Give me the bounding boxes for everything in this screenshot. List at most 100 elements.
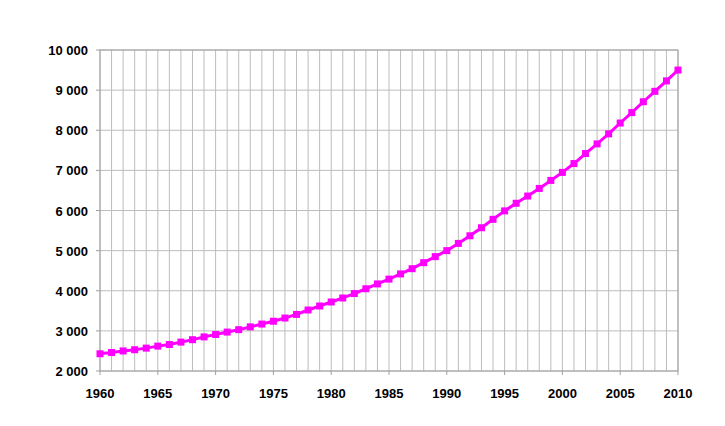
grid-line-y — [100, 250, 678, 251]
grid-line-y — [100, 330, 678, 331]
data-point — [351, 290, 358, 297]
data-point — [432, 253, 439, 260]
y-tick — [96, 210, 100, 211]
data-point — [524, 193, 531, 200]
y-tick-label: 10 000 — [48, 43, 88, 58]
x-tick-label: 1960 — [86, 386, 115, 401]
data-point — [281, 315, 288, 322]
x-tick-label: 2000 — [548, 386, 577, 401]
data-point — [570, 160, 577, 167]
data-point — [177, 339, 184, 346]
data-group — [97, 67, 682, 358]
data-point — [443, 247, 450, 254]
data-point — [224, 329, 231, 336]
y-tick — [96, 50, 100, 51]
data-point — [386, 276, 393, 283]
x-tick — [446, 371, 447, 375]
x-tick-label: 1985 — [375, 386, 404, 401]
x-tick-label: 1995 — [490, 386, 519, 401]
data-point — [501, 207, 508, 214]
x-tick-label: 1990 — [432, 386, 461, 401]
data-point — [235, 326, 242, 333]
grid-line-y — [100, 290, 678, 291]
data-point — [339, 294, 346, 301]
data-point — [362, 285, 369, 292]
y-tick-label: 4 000 — [55, 284, 88, 299]
y-tick — [96, 170, 100, 171]
x-tick-label: 2005 — [606, 386, 635, 401]
data-point — [316, 302, 323, 309]
x-tick — [678, 371, 679, 375]
y-tick-label: 7 000 — [55, 163, 88, 178]
data-point — [640, 98, 647, 105]
data-point — [582, 150, 589, 157]
x-tick — [389, 371, 390, 375]
data-point — [258, 321, 265, 328]
data-point — [131, 346, 138, 353]
data-point — [143, 345, 150, 352]
grid-line-y — [100, 170, 678, 171]
x-tick-label: 1980 — [317, 386, 346, 401]
data-point — [594, 140, 601, 147]
data-point — [154, 343, 161, 350]
y-tick — [96, 250, 100, 251]
data-point — [455, 240, 462, 247]
data-point — [166, 341, 173, 348]
data-point — [212, 331, 219, 338]
y-tick-label: 6 000 — [55, 204, 88, 219]
x-tick-label: 1970 — [201, 386, 230, 401]
data-point — [513, 200, 520, 207]
y-tick-label: 8 000 — [55, 123, 88, 138]
data-point — [466, 232, 473, 239]
data-point — [97, 350, 104, 357]
grid-line-y — [100, 130, 678, 131]
data-point — [478, 224, 485, 231]
y-tick-label: 9 000 — [55, 83, 88, 98]
data-point — [675, 67, 682, 74]
data-point — [247, 323, 254, 330]
data-point — [651, 88, 658, 95]
y-tick — [96, 290, 100, 291]
x-tick — [157, 371, 158, 375]
grid — [100, 50, 678, 371]
y-tick-label: 2 000 — [55, 364, 88, 379]
x-tick-label: 2010 — [664, 386, 693, 401]
data-point — [559, 169, 566, 176]
x-tick — [562, 371, 563, 375]
data-point — [201, 333, 208, 340]
y-tick-label: 5 000 — [55, 244, 88, 259]
data-point — [108, 349, 115, 356]
x-tick — [273, 371, 274, 375]
y-tick — [96, 371, 100, 372]
x-tick — [504, 371, 505, 375]
x-tick-label: 1965 — [143, 386, 172, 401]
data-point — [397, 270, 404, 277]
data-point — [409, 265, 416, 272]
x-tick — [620, 371, 621, 375]
x-tick — [215, 371, 216, 375]
grid-line-y — [100, 90, 678, 91]
data-point — [293, 311, 300, 318]
data-point — [420, 259, 427, 266]
grid-line-y — [100, 210, 678, 211]
y-tick-label: 3 000 — [55, 324, 88, 339]
y-tick — [96, 130, 100, 131]
data-point — [490, 216, 497, 223]
data-point — [374, 280, 381, 287]
data-point — [328, 298, 335, 305]
x-tick — [331, 371, 332, 375]
plot-frame — [100, 50, 678, 371]
data-point — [536, 185, 543, 192]
data-point — [617, 120, 624, 127]
x-tick — [100, 371, 101, 375]
data-point — [189, 336, 196, 343]
series-line — [100, 70, 678, 354]
chart-container: 2 000 3 000 4 000 5 000 6 000 7 000 8 000 9 000… — [0, 0, 725, 426]
y-tick — [96, 330, 100, 331]
chart-svg: 2 000 3 000 4 000 5 000 6 000 7 000 8 000 9 000… — [0, 0, 725, 426]
data-point — [663, 77, 670, 84]
data-point — [547, 177, 554, 184]
data-point — [628, 109, 635, 116]
axes: 2 000 3 000 4 000 5 000 6 000 7 000 8 000 9 000… — [48, 43, 692, 401]
data-point — [305, 307, 312, 314]
